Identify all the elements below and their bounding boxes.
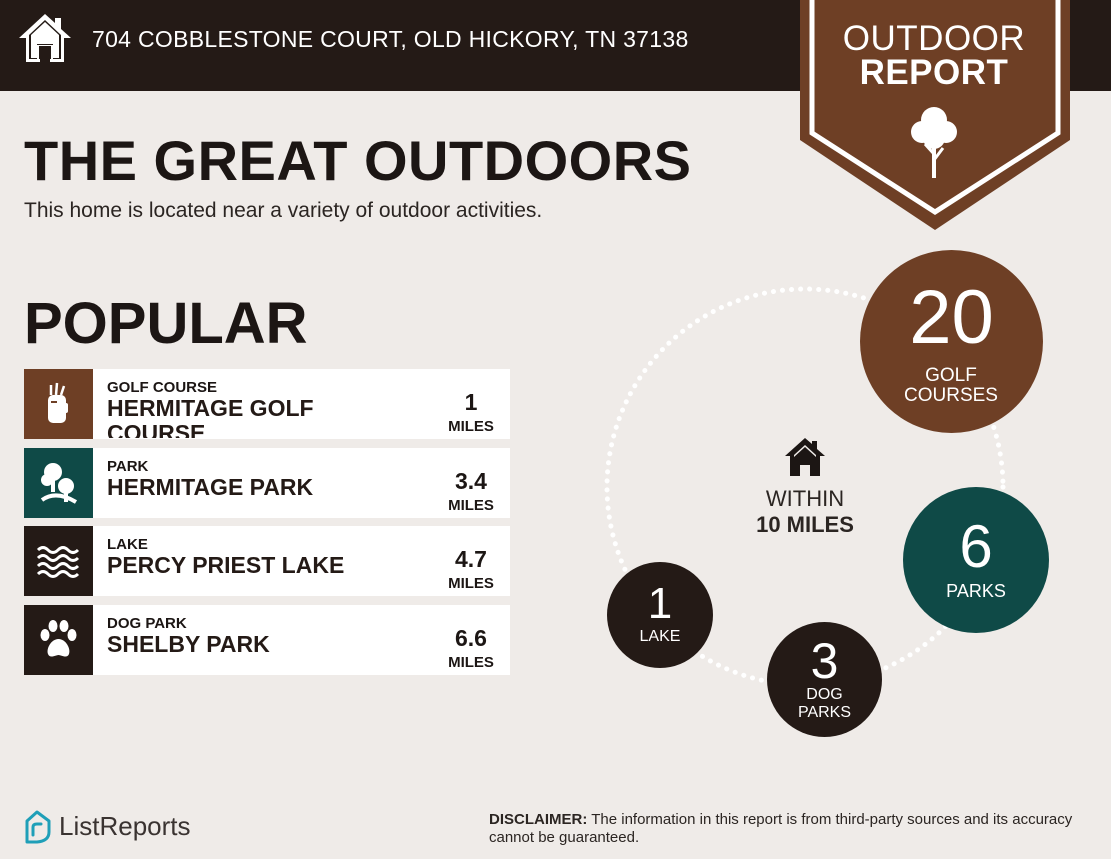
lakes-count: 1 LAKE — [607, 562, 713, 668]
disclaimer-label: DISCLAIMER: — [489, 811, 588, 828]
water-waves-icon — [36, 546, 80, 578]
item-category: LAKE — [107, 536, 148, 553]
brand-name: ListReports — [59, 811, 191, 841]
paw-print-icon — [40, 620, 77, 657]
count-number: 1 — [647, 579, 673, 628]
dog-park-tile — [24, 605, 93, 675]
golf-bag-icon — [48, 382, 68, 423]
park-tile — [24, 448, 93, 518]
item-name: HERMITAGE PARK — [107, 475, 314, 500]
golf-courses-count: 20 GOLF COURSES — [860, 250, 1043, 433]
golf-tile — [24, 369, 93, 439]
item-name: PERCY PRIEST LAKE — [107, 553, 345, 578]
item-distance-unit: MILES — [448, 497, 494, 514]
parks-count: 6 PARKS — [903, 487, 1049, 633]
count-number: 20 — [909, 275, 994, 360]
disclaimer-text: The information in this report is from t… — [489, 811, 1073, 846]
house-icon — [785, 438, 825, 476]
item-name: SHELBY PARK — [107, 632, 270, 657]
item-distance: 1 — [464, 389, 478, 415]
house-icon — [19, 14, 71, 62]
item-distance: 4.7 — [455, 546, 487, 572]
item-distance: 3.4 — [455, 468, 487, 494]
banner-title-line2: REPORT — [859, 53, 1009, 92]
tree-icon — [911, 107, 957, 178]
page-subtitle: This home is located near a variety of o… — [24, 199, 543, 222]
item-distance: 6.6 — [455, 625, 487, 651]
lake-tile — [24, 526, 93, 596]
list-item-lake[interactable]: LAKE PERCY PRIEST LAKE 4.7 MILES — [24, 526, 510, 596]
page-title: THE GREAT OUTDOORS — [24, 129, 692, 192]
count-label: LAKE — [639, 628, 681, 645]
banner-title: OUTDOOR REPORT — [800, 19, 1068, 92]
within-radius-label: WITHIN 10 MILES — [740, 486, 870, 538]
count-label: PARKS — [946, 581, 1006, 601]
property-address: 704 COBBLESTONE COURT, OLD HICKORY, TN 3… — [92, 26, 689, 52]
count-label-line1: DOG — [806, 686, 843, 703]
count-label: GOLF COURSES — [904, 365, 998, 406]
item-distance-unit: MILES — [448, 654, 494, 671]
disclaimer: DISCLAIMER: The information in this repo… — [489, 811, 1089, 847]
banner-title-line1: OUTDOOR — [842, 19, 1026, 58]
listreports-logo-icon — [25, 810, 51, 844]
within-line1: WITHIN — [765, 486, 845, 511]
dog-parks-count: 3 DOG PARKS — [767, 622, 882, 737]
list-item-golf-course[interactable]: GOLF COURSE HERMITAGE GOLF COURSE 1 MILE… — [24, 369, 510, 439]
item-distance-unit: MILES — [448, 575, 494, 592]
park-trees-icon — [40, 463, 78, 504]
count-number: 3 — [810, 633, 839, 689]
within-line2: 10 MILES — [756, 512, 854, 537]
list-item-dog-park[interactable]: DOG PARK SHELBY PARK 6.6 MILES — [24, 605, 510, 675]
count-label: DOG PARKS — [767, 686, 882, 722]
count-label-line2: PARKS — [797, 704, 852, 721]
count-number: 6 — [959, 513, 993, 580]
list-item-park[interactable]: PARK HERMITAGE PARK 3.4 MILES — [24, 448, 510, 518]
item-name: HERMITAGE GOLF COURSE — [107, 396, 314, 438]
popular-heading: POPULAR — [24, 291, 308, 356]
item-distance-unit: MILES — [448, 418, 494, 435]
item-category: GOLF COURSE — [107, 379, 218, 396]
item-category: PARK — [107, 458, 149, 475]
item-category: DOG PARK — [107, 615, 187, 632]
